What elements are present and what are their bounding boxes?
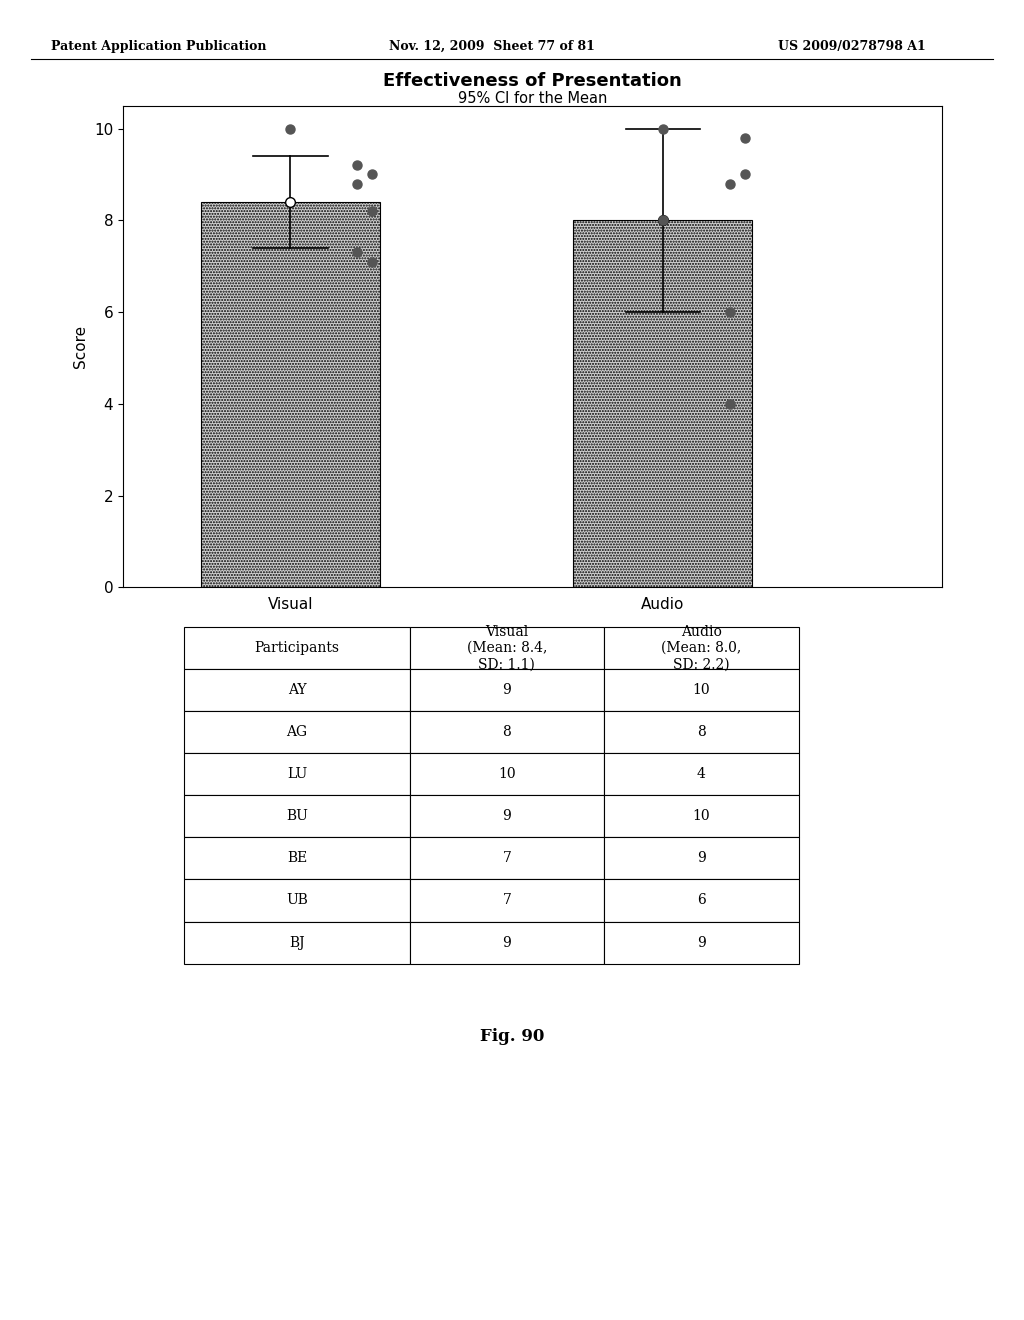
Bar — [184, 669, 410, 711]
Text: 8: 8 — [697, 725, 706, 739]
Bar — [410, 754, 604, 795]
Text: Patent Application Publication: Patent Application Publication — [51, 40, 266, 53]
Text: 10: 10 — [692, 809, 711, 824]
Text: Effectiveness of Presentation: Effectiveness of Presentation — [383, 71, 682, 90]
Text: Nov. 12, 2009  Sheet 77 of 81: Nov. 12, 2009 Sheet 77 of 81 — [389, 40, 595, 53]
Text: US 2009/0278798 A1: US 2009/0278798 A1 — [778, 40, 926, 53]
Bar — [410, 795, 604, 837]
Text: 8: 8 — [503, 725, 511, 739]
Text: 7: 7 — [503, 851, 511, 866]
Text: AG: AG — [287, 725, 307, 739]
Bar — [604, 795, 799, 837]
Text: BU: BU — [286, 809, 308, 824]
Bar — [410, 627, 604, 669]
Bar — [184, 627, 410, 669]
Y-axis label: Score: Score — [74, 325, 88, 368]
Bar — [604, 711, 799, 754]
Text: 7: 7 — [503, 894, 511, 907]
Bar — [410, 837, 604, 879]
Bar — [184, 879, 410, 921]
Text: 9: 9 — [503, 809, 511, 824]
Bar — [184, 837, 410, 879]
Bar — [604, 879, 799, 921]
Bar — [604, 921, 799, 964]
Bar — [604, 627, 799, 669]
Text: 10: 10 — [498, 767, 516, 781]
Text: 10: 10 — [692, 684, 711, 697]
Text: Participants: Participants — [254, 642, 340, 655]
Text: 9: 9 — [503, 684, 511, 697]
Bar — [184, 711, 410, 754]
Bar — [604, 837, 799, 879]
Bar — [573, 220, 753, 587]
Text: BE: BE — [287, 851, 307, 866]
Text: BJ: BJ — [289, 936, 305, 949]
Bar — [410, 669, 604, 711]
Text: 95% CI for the Mean: 95% CI for the Mean — [458, 91, 607, 106]
Bar — [184, 754, 410, 795]
Bar — [604, 669, 799, 711]
Bar — [410, 879, 604, 921]
Bar — [410, 711, 604, 754]
Text: LU: LU — [287, 767, 307, 781]
Bar — [410, 921, 604, 964]
Text: Audio
(Mean: 8.0,
SD: 2.2): Audio (Mean: 8.0, SD: 2.2) — [662, 624, 741, 672]
Text: 9: 9 — [503, 936, 511, 949]
Bar — [604, 754, 799, 795]
Bar — [184, 795, 410, 837]
Text: AY: AY — [288, 684, 306, 697]
Bar — [201, 202, 380, 587]
Text: UB: UB — [286, 894, 308, 907]
Text: 6: 6 — [697, 894, 706, 907]
Bar — [184, 921, 410, 964]
Text: Fig. 90: Fig. 90 — [480, 1028, 544, 1044]
Text: 9: 9 — [697, 851, 706, 866]
Text: Visual
(Mean: 8.4,
SD: 1.1): Visual (Mean: 8.4, SD: 1.1) — [467, 624, 547, 672]
Text: 4: 4 — [697, 767, 706, 781]
Text: 9: 9 — [697, 936, 706, 949]
